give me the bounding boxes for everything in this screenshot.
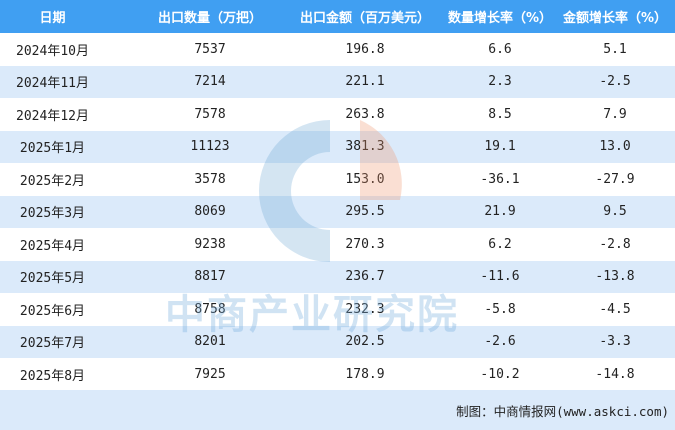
table-row: 2024年10月 7537 196.8 6.6 5.1	[0, 33, 675, 66]
cell-quantity: 8817	[194, 269, 226, 285]
cell-date: 2025年2月	[19, 173, 86, 189]
cell-quantity-growth: -11.6	[480, 269, 520, 285]
cell-amount-growth: -13.8	[595, 269, 635, 285]
table-row: 2024年11月 7214 221.1 2.3 -2.5	[0, 65, 675, 98]
cell-amount-growth: 13.0	[599, 139, 631, 155]
footer: 制图：中商情报网(www.askci.com)	[0, 390, 675, 430]
cell-quantity-growth: -2.6	[484, 334, 516, 350]
cell-amount: 202.5	[345, 334, 385, 350]
header-quantity-growth: 数量增长率（%）	[447, 11, 553, 26]
cell-quantity: 8069	[194, 204, 226, 220]
cell-amount: 381.3	[345, 139, 385, 155]
table-row: 2025年4月 9238 270.3 6.2 -2.8	[0, 228, 675, 261]
header-amount-growth: 金额增长率（%）	[562, 11, 668, 26]
cell-date: 2025年1月	[19, 141, 86, 157]
cell-amount: 263.8	[345, 106, 385, 122]
cell-quantity: 8201	[194, 334, 226, 350]
cell-amount: 295.5	[345, 204, 385, 220]
cell-quantity-growth: -10.2	[480, 366, 520, 382]
table-header: 日期 出口数量（万把） 出口金额（百万美元） 数量增长率（%） 金额增长率（%）	[0, 0, 675, 33]
cell-quantity: 3578	[194, 171, 226, 187]
cell-quantity-growth: 2.3	[488, 74, 512, 90]
cell-date: 2025年8月	[19, 368, 86, 384]
cell-quantity: 7214	[194, 74, 226, 90]
cell-quantity: 7578	[194, 106, 226, 122]
cell-quantity: 9238	[194, 236, 226, 252]
cell-date: 2024年10月	[16, 43, 89, 59]
cell-amount-growth: 5.1	[603, 41, 627, 57]
cell-amount: 178.9	[345, 366, 385, 382]
table-row: 2025年8月 7925 178.9 -10.2 -14.8	[0, 358, 675, 391]
cell-amount: 153.0	[345, 171, 385, 187]
table-row: 2024年12月 7578 263.8 8.5 7.9	[0, 98, 675, 131]
cell-quantity-growth: 19.1	[484, 139, 516, 155]
cell-quantity-growth: 6.6	[488, 41, 512, 57]
cell-amount: 270.3	[345, 236, 385, 252]
table-row: 2025年1月 11123 381.3 19.1 13.0	[0, 130, 675, 163]
cell-quantity-growth: 6.2	[488, 236, 512, 252]
cell-quantity: 7537	[194, 41, 226, 57]
cell-amount: 196.8	[345, 41, 385, 57]
cell-quantity-growth: -36.1	[480, 171, 520, 187]
table-row: 2025年7月 8201 202.5 -2.6 -3.3	[0, 325, 675, 358]
cell-quantity: 7925	[194, 366, 226, 382]
cell-date: 2024年12月	[16, 108, 89, 124]
cell-amount: 236.7	[345, 269, 385, 285]
cell-amount-growth: 9.5	[603, 204, 627, 220]
cell-amount: 221.1	[345, 74, 385, 90]
cell-amount-growth: -2.8	[599, 236, 631, 252]
cell-amount-growth: -14.8	[595, 366, 635, 382]
cell-quantity-growth: 8.5	[488, 106, 512, 122]
header-quantity: 出口数量（万把）	[157, 11, 262, 26]
cell-quantity-growth: -5.8	[484, 301, 516, 317]
cell-date: 2025年3月	[19, 206, 86, 222]
cell-quantity: 11123	[190, 139, 230, 155]
table-row: 2025年6月 8758 232.3 -5.8 -4.5	[0, 293, 675, 326]
cell-quantity: 8758	[194, 301, 226, 317]
cell-date: 2025年4月	[19, 238, 86, 254]
cell-amount-growth: 7.9	[603, 106, 627, 122]
cell-amount-growth: -4.5	[599, 301, 631, 317]
cell-date: 2025年6月	[19, 303, 86, 319]
cell-amount: 232.3	[345, 301, 385, 317]
source-credit: 制图：中商情报网(www.askci.com)	[456, 404, 669, 419]
cell-date: 2025年7月	[19, 336, 86, 352]
cell-amount-growth: -3.3	[599, 334, 631, 350]
table-row: 2025年5月 8817 236.7 -11.6 -13.8	[0, 260, 675, 293]
cell-amount-growth: -27.9	[595, 171, 635, 187]
header-date: 日期	[39, 11, 66, 26]
table-row: 2025年3月 8069 295.5 21.9 9.5	[0, 195, 675, 228]
cell-amount-growth: -2.5	[599, 74, 631, 90]
cell-date: 2024年11月	[16, 76, 89, 92]
table-row: 2025年2月 3578 153.0 -36.1 -27.9	[0, 163, 675, 196]
cell-quantity-growth: 21.9	[484, 204, 516, 220]
header-amount: 出口金额（百万美元）	[299, 11, 430, 26]
cell-date: 2025年5月	[19, 271, 86, 287]
